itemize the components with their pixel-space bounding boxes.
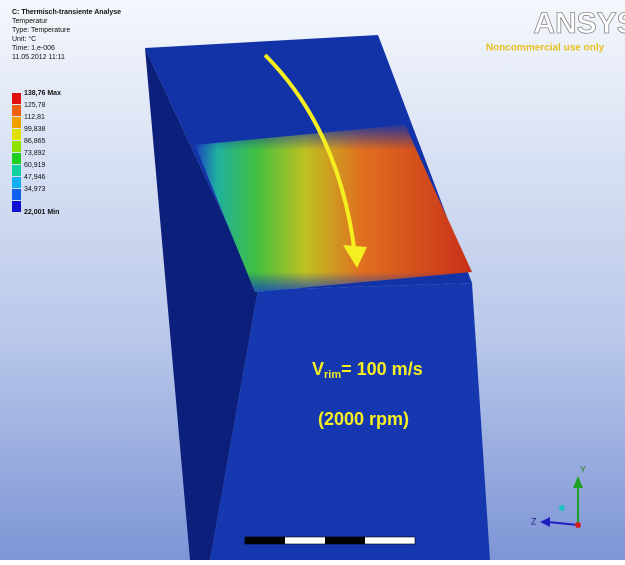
logo-text: ANSYS (533, 7, 625, 40)
scale-segment (245, 537, 285, 544)
legend-swatch (12, 105, 21, 116)
speed-value: = 100 m/s (341, 359, 423, 379)
header-line: 11.05.2012 11:11 (12, 54, 65, 61)
speed-subscript: rim (324, 369, 341, 381)
scale-bar (245, 537, 415, 544)
legend-swatch (12, 165, 21, 176)
x-axis-dot (575, 522, 581, 528)
header-line: Type: Temperature (12, 27, 70, 34)
scale-segment (325, 537, 365, 544)
legend-swatch (12, 129, 21, 140)
legend-label: 60,919 (24, 162, 46, 169)
header-line: Temperatur (12, 18, 48, 25)
legend-swatch (12, 117, 21, 128)
y-label: Y (580, 464, 586, 474)
legend-label: 112,81 (24, 114, 45, 121)
legend-swatch (12, 189, 21, 200)
legend-swatch (12, 153, 21, 164)
z-label: Z (531, 516, 537, 526)
legend-swatch (12, 93, 21, 104)
legend-label: 99,838 (24, 126, 46, 133)
triad-ball (559, 505, 565, 511)
legend-label: 125,78 (24, 102, 46, 109)
legend-swatch (12, 201, 21, 212)
legend-label: 34,973 (24, 186, 46, 193)
speed-symbol: V (312, 359, 324, 379)
legend-label: 47,946 (24, 174, 46, 181)
legend-label: 86,865 (24, 138, 46, 145)
header-line: C: Thermisch-transiente Analyse (12, 9, 121, 16)
legend-swatch (12, 141, 21, 152)
legend-label: 22,001 Min (24, 209, 59, 216)
rpm-label: (2000 rpm) (318, 409, 409, 429)
legend-label: 73,892 (24, 150, 46, 157)
header-line: Time: 1,e-006 (12, 45, 55, 52)
logo-note: Noncommercial use only (486, 43, 605, 54)
legend-label: 138,76 Max (24, 90, 61, 97)
legend-swatch (12, 177, 21, 188)
header-line: Unit: °C (12, 35, 36, 43)
viewport: 138,76 Max 125,78 112,81 99,838 86,865 73,892… (0, 0, 625, 560)
